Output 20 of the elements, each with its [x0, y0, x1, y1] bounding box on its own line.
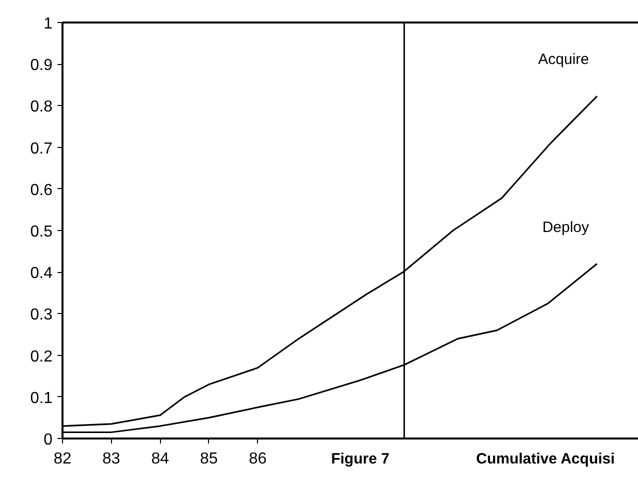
series-label: Acquire [538, 51, 590, 68]
y-tick-label: 0.4 [30, 265, 53, 282]
y-tick-label: 0.9 [30, 57, 53, 74]
series-label: Deploy [542, 218, 590, 236]
y-tick-label: 0 [44, 432, 53, 448]
y-tick-label: 1 [44, 16, 53, 32]
caption: Figure 7 [331, 450, 390, 468]
x-tick-label: 86 [248, 450, 267, 468]
x-tick-label: 84 [151, 450, 170, 468]
y-tick-label: 0.6 [30, 182, 53, 199]
y-tick-label: 0.3 [30, 306, 53, 324]
text: Cumulative Acquisi [476, 450, 615, 468]
y-tick-label: 0.5 [30, 224, 53, 240]
x-tick-label: 83 [102, 450, 120, 468]
y-tick-label: 0.2 [30, 348, 53, 366]
x-tick-label: 82 [54, 450, 72, 468]
y-tick-label: 0.1 [30, 390, 53, 407]
y-tick-label: 0.7 [30, 140, 53, 158]
y-tick-label: 0.8 [30, 98, 53, 116]
x-tick-label: 85 [200, 450, 218, 468]
